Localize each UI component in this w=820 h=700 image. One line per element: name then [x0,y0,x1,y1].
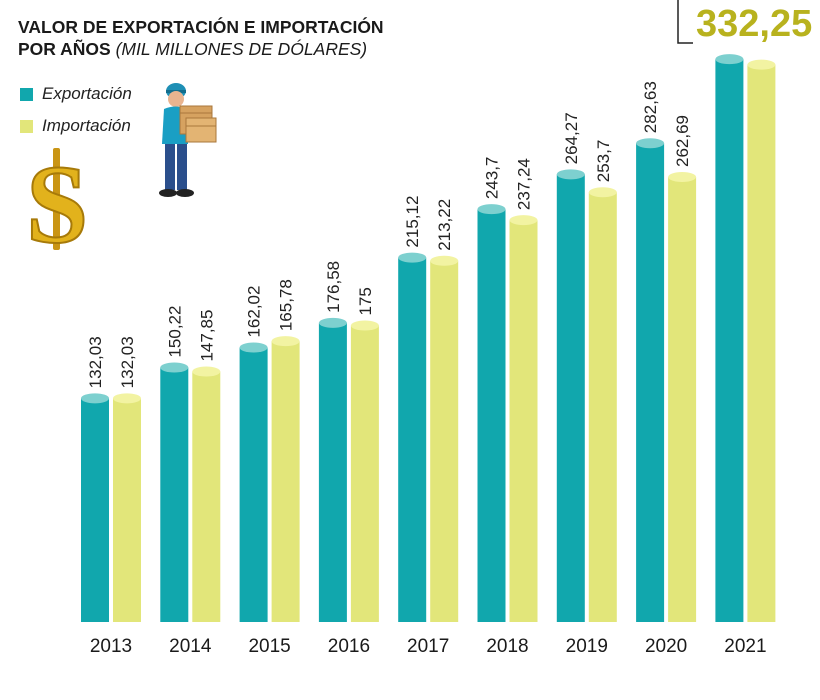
export-value-label-2018: 243,7 [483,157,502,200]
chart-title: VALOR DE EXPORTACIÓN E IMPORTACIÓN POR A… [18,16,384,60]
export-value-label-2017: 215,12 [403,196,422,248]
export-value-label-2015: 162,02 [245,286,264,338]
highlight-callout: 332,25 [677,0,812,45]
legend-swatch-export [20,87,33,101]
year-label-2014: 2014 [169,636,212,657]
export-bar-2014 [160,362,189,622]
export-value-label-2014: 150,22 [165,306,184,358]
legend-item-import: Importación [20,110,132,142]
year-label-2019: 2019 [566,636,608,657]
year-label-2015: 2015 [248,636,290,657]
import-value-label-2014: 147,85 [197,310,216,362]
import-bar-2013 [113,393,141,622]
legend-label-export: Exportación [42,84,132,103]
legend-swatch-import [20,119,33,133]
export-value-label-2020: 282,63 [641,81,660,133]
import-value-label-2019: 253,7 [594,140,613,183]
title-por-anos: POR AÑOS [18,39,111,59]
import-value-label-2017: 213,22 [435,199,454,251]
year-label-2016: 2016 [328,636,370,657]
worker-with-boxes-icon [159,83,217,197]
export-value-label-2019: 264,27 [562,112,581,164]
import-bar-2019 [588,187,617,623]
svg-text:S: S [26,143,88,267]
year-label-2013: 2013 [90,636,132,657]
import-value-label-2020: 262,69 [673,115,692,167]
legend-item-export: Exportación [20,78,132,110]
highlight-leader-line [677,0,693,44]
import-value-label-2018: 237,24 [515,158,534,210]
import-value-label-2013: 132,03 [118,336,137,388]
import-bar-2017 [430,255,459,622]
chart-subtitle: (MIL MILLONES DE DÓLARES) [115,39,368,59]
import-bar-2014 [192,366,221,622]
export-bar-2013 [81,393,109,622]
export-bar-2019 [556,169,585,623]
export-bar-2015 [239,342,268,622]
export-bar-2017 [398,252,427,622]
import-bar-2021 [747,59,776,622]
bars-layer [81,54,776,623]
export-value-label-2016: 176,58 [324,261,343,313]
import-value-label-2015: 165,78 [277,279,296,331]
highlight-value-label: 332,25 [696,3,812,45]
chart-legend: Exportación Importación [20,78,132,142]
import-bar-2015 [271,336,300,622]
year-label-2018: 2018 [486,636,528,657]
export-bar-2016 [318,317,347,622]
value-labels-layer: 132,03 132,03 150,22 147,85 162,02 165,78 176,… [86,81,692,388]
dollar-sign-icon: S [25,142,89,268]
year-label-2017: 2017 [407,636,449,657]
title-line-1: VALOR DE EXPORTACIÓN E IMPORTACIÓN [18,17,384,37]
import-bar-2020 [668,172,697,622]
year-label-2020: 2020 [645,636,687,657]
export-bar-2018 [477,204,506,623]
year-label-2021: 2021 [724,636,766,657]
year-labels-layer: 2013 2014 2015 2016 2017 2018 2019 2020 2021 [90,636,767,657]
export-bar-2021 [715,54,744,622]
import-bar-2018 [509,215,538,623]
legend-label-import: Importación [42,116,131,135]
import-bar-2016 [350,320,379,622]
export-bar-2020 [636,138,665,622]
export-value-label-2013: 132,03 [86,336,105,388]
import-value-label-2016: 175 [356,287,375,315]
title-line-2: POR AÑOS (MIL MILLONES DE DÓLARES) [18,38,384,60]
